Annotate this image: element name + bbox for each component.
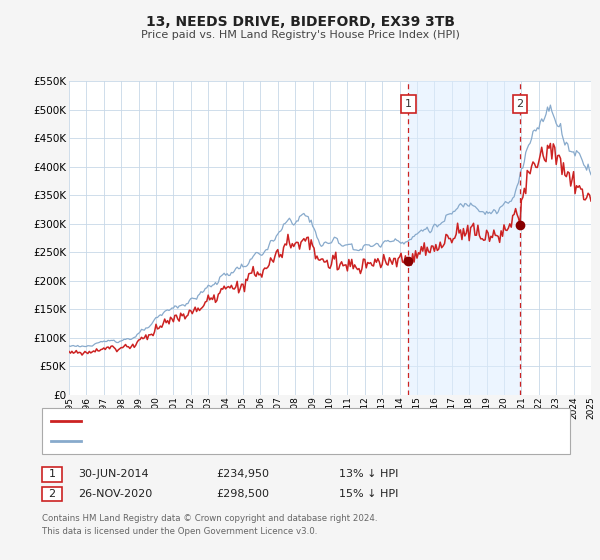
Text: 15% ↓ HPI: 15% ↓ HPI	[339, 489, 398, 499]
Bar	[408, 81, 520, 395]
Text: Contains HM Land Registry data © Crown copyright and database right 2024.
This d: Contains HM Land Registry data © Crown c…	[42, 514, 377, 535]
Text: 30-JUN-2014: 30-JUN-2014	[78, 469, 149, 479]
Text: 13, NEEDS DRIVE, BIDEFORD, EX39 3TB (detached house): 13, NEEDS DRIVE, BIDEFORD, EX39 3TB (det…	[87, 416, 372, 426]
Text: HPI: Average price, detached house, Torridge: HPI: Average price, detached house, Torr…	[87, 436, 307, 446]
Text: 2: 2	[49, 489, 55, 499]
Text: 13, NEEDS DRIVE, BIDEFORD, EX39 3TB: 13, NEEDS DRIVE, BIDEFORD, EX39 3TB	[146, 15, 455, 29]
Text: 13% ↓ HPI: 13% ↓ HPI	[339, 469, 398, 479]
Text: 1: 1	[49, 469, 55, 479]
Text: 26-NOV-2020: 26-NOV-2020	[78, 489, 152, 499]
Text: 2: 2	[517, 99, 524, 109]
Text: 1: 1	[405, 99, 412, 109]
Text: Price paid vs. HM Land Registry's House Price Index (HPI): Price paid vs. HM Land Registry's House …	[140, 30, 460, 40]
Text: £234,950: £234,950	[216, 469, 269, 479]
Text: £298,500: £298,500	[216, 489, 269, 499]
